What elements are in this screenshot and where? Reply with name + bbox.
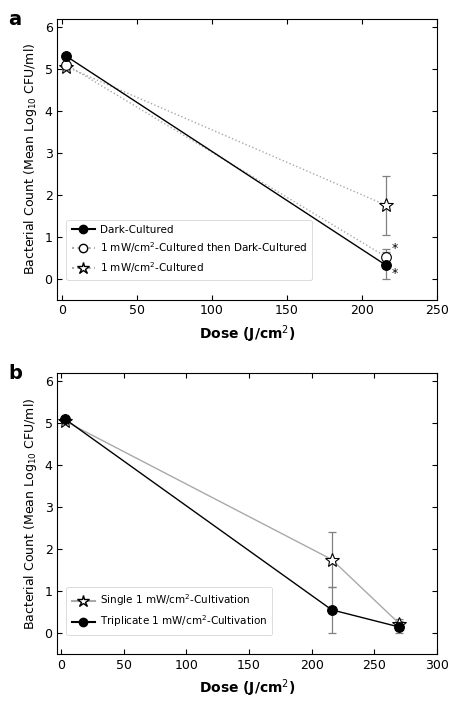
Legend: Single 1 mW/cm$^2$-Cultivation, Triplicate 1 mW/cm$^2$-Cultivation: Single 1 mW/cm$^2$-Cultivation, Triplica… <box>66 587 272 635</box>
X-axis label: Dose (J/cm$^2$): Dose (J/cm$^2$) <box>198 323 295 344</box>
X-axis label: Dose (J/cm$^2$): Dose (J/cm$^2$) <box>198 677 295 699</box>
Text: b: b <box>8 364 22 383</box>
Legend: Dark-Cultured, 1 mW/cm$^2$-Cultured then Dark-Cultured, 1 mW/cm$^2$-Cultured: Dark-Cultured, 1 mW/cm$^2$-Cultured then… <box>66 220 312 280</box>
Text: *: * <box>391 241 397 255</box>
Y-axis label: Bacterial Count (Mean Log$_{10}$ CFU/ml): Bacterial Count (Mean Log$_{10}$ CFU/ml) <box>22 43 39 275</box>
Y-axis label: Bacterial Count (Mean Log$_{10}$ CFU/ml): Bacterial Count (Mean Log$_{10}$ CFU/ml) <box>22 397 39 630</box>
Text: a: a <box>8 10 21 29</box>
Text: *: * <box>391 267 397 280</box>
